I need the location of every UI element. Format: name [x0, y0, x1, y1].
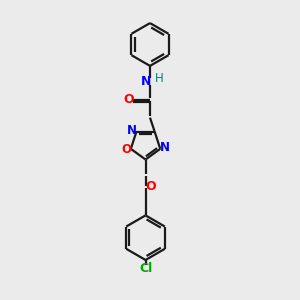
Text: N: N — [127, 124, 137, 136]
Text: O: O — [123, 93, 134, 106]
Text: O: O — [145, 180, 156, 194]
Text: Cl: Cl — [139, 262, 152, 275]
Text: N: N — [160, 141, 170, 154]
Text: N: N — [141, 75, 151, 88]
Text: H: H — [154, 72, 163, 85]
Text: O: O — [121, 143, 131, 156]
